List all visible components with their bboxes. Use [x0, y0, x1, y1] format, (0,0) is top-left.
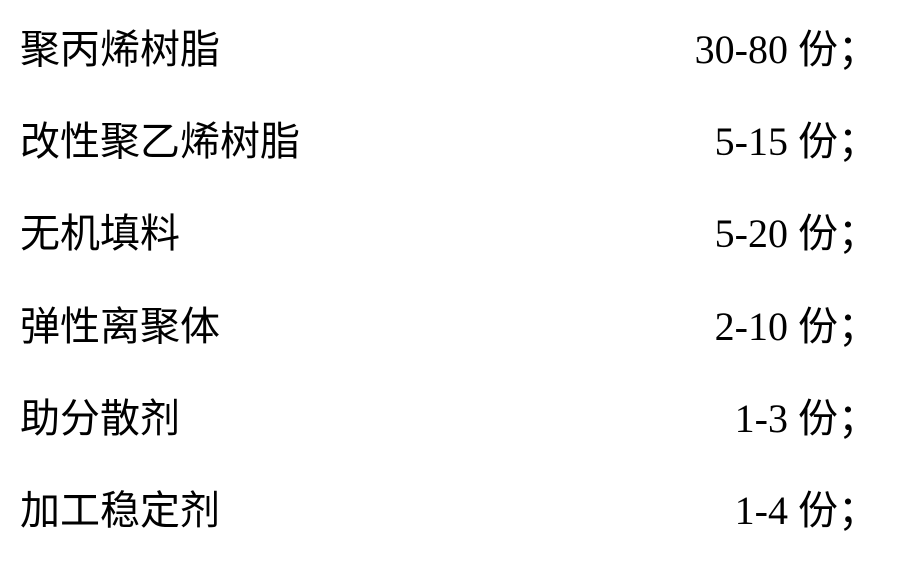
table-row: 无机填料 5-20 份；: [20, 214, 878, 254]
table-row: 改性聚乙烯树脂 5-15 份；: [20, 122, 878, 162]
ingredient-value: 5-15 份；: [715, 122, 878, 162]
table-row: 助分散剂 1-3 份；: [20, 399, 878, 439]
table-row: 加工稳定剂 1-4 份；: [20, 491, 878, 531]
ingredient-value: 2-10 份；: [715, 307, 878, 347]
table-row: 聚丙烯树脂 30-80 份；: [20, 30, 878, 70]
ingredient-label: 改性聚乙烯树脂: [20, 122, 300, 162]
ingredient-value: 1-3 份；: [735, 399, 878, 439]
table-row: 弹性离聚体 2-10 份；: [20, 307, 878, 347]
ingredient-label: 聚丙烯树脂: [20, 30, 220, 70]
ingredient-list: 聚丙烯树脂 30-80 份； 改性聚乙烯树脂 5-15 份； 无机填料 5-20…: [0, 0, 918, 561]
ingredient-label: 无机填料: [20, 214, 180, 254]
ingredient-value: 30-80 份；: [695, 30, 878, 70]
ingredient-value: 5-20 份；: [715, 214, 878, 254]
ingredient-label: 助分散剂: [20, 399, 180, 439]
ingredient-label: 弹性离聚体: [20, 307, 220, 347]
ingredient-value: 1-4 份；: [735, 491, 878, 531]
ingredient-label: 加工稳定剂: [20, 491, 220, 531]
